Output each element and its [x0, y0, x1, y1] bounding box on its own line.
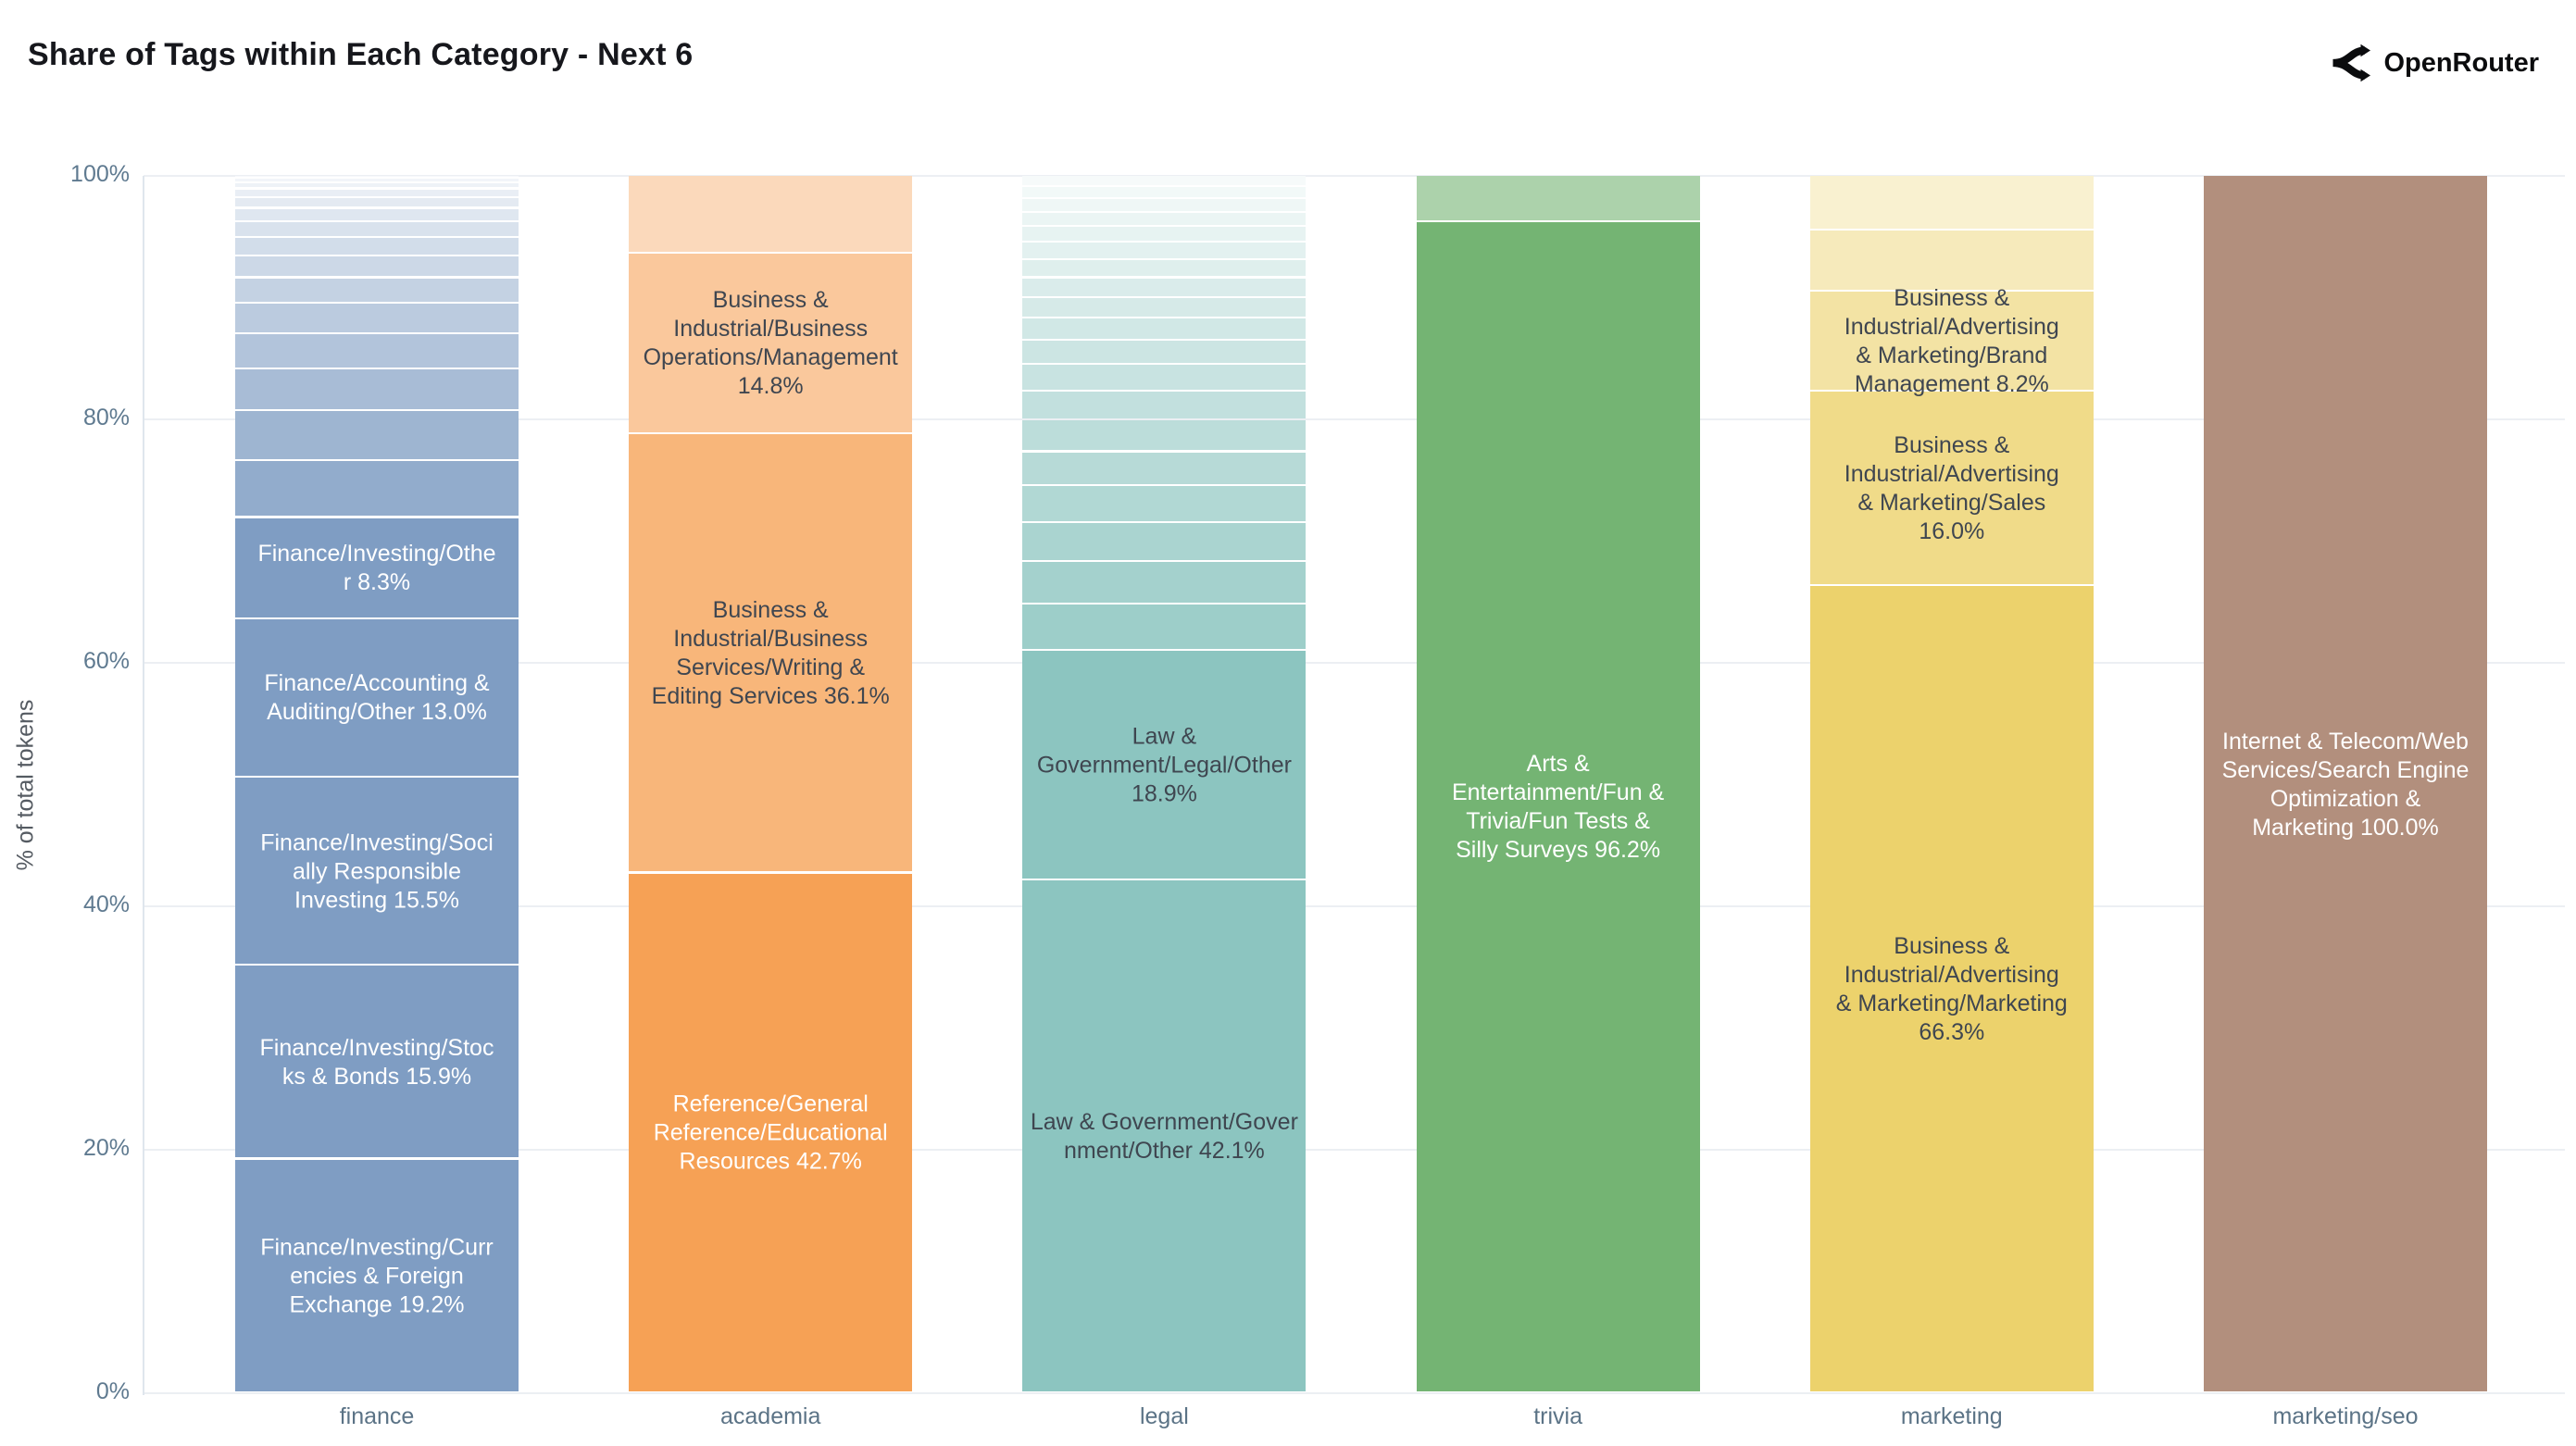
- bar-segment[interactable]: [1022, 420, 1307, 451]
- openrouter-logo-text: OpenRouter: [2383, 47, 2539, 78]
- bar-segment[interactable]: [1022, 243, 1307, 258]
- y-tick-label: 20%: [82, 1135, 130, 1161]
- x-category-label: marketing/seo: [2272, 1403, 2419, 1429]
- page-title: Share of Tags within Each Category - Nex…: [28, 37, 694, 72]
- bar-segment[interactable]: [1022, 278, 1307, 296]
- x-category-label: marketing: [1900, 1403, 2003, 1429]
- bar-segment[interactable]: [235, 208, 519, 220]
- bar-segment[interactable]: [1809, 586, 2094, 1391]
- bar-segment[interactable]: [1022, 364, 1307, 390]
- bar-segment[interactable]: [235, 197, 519, 207]
- bar-segment[interactable]: [1022, 522, 1307, 560]
- bar-segment[interactable]: [235, 410, 519, 459]
- y-axis-title: % of total tokens: [12, 699, 39, 871]
- bar-segment[interactable]: [1022, 259, 1307, 277]
- bar-segment[interactable]: [1022, 452, 1307, 485]
- bar-segment[interactable]: [1022, 318, 1307, 339]
- bar-segment[interactable]: [235, 517, 519, 617]
- bar-segment[interactable]: [1022, 199, 1307, 211]
- bar-segment[interactable]: [629, 433, 913, 872]
- bar-segment[interactable]: [1022, 561, 1307, 603]
- bar-segment[interactable]: [1022, 212, 1307, 226]
- bar-segment[interactable]: [1809, 291, 2094, 390]
- bar-segment[interactable]: [235, 1159, 519, 1391]
- bar-segment[interactable]: [235, 222, 519, 237]
- bar-segment[interactable]: [1022, 176, 1307, 185]
- x-category-label: academia: [719, 1403, 821, 1429]
- bar-segment[interactable]: [629, 176, 913, 253]
- bar-segment[interactable]: [1022, 880, 1307, 1391]
- bar-segment[interactable]: [1022, 650, 1307, 879]
- bar-segment[interactable]: [1022, 486, 1307, 521]
- bar-segment[interactable]: [235, 178, 519, 181]
- y-tick-label: 60%: [82, 648, 130, 674]
- bar-segment[interactable]: [235, 278, 519, 303]
- bar-segment[interactable]: [629, 254, 913, 432]
- bar-segment[interactable]: [235, 966, 519, 1158]
- x-category-label: legal: [1139, 1403, 1189, 1429]
- bar-segment[interactable]: [1416, 176, 1700, 220]
- bar-segment[interactable]: [235, 182, 519, 188]
- gridline-100%: [144, 175, 2565, 177]
- gridline-20%: [144, 1149, 2565, 1151]
- gridline-40%: [144, 905, 2565, 907]
- x-category-label: trivia: [1533, 1403, 1582, 1429]
- bar-segment[interactable]: [235, 333, 519, 368]
- bar-segment[interactable]: [1416, 222, 1700, 1391]
- bar-segment[interactable]: [1809, 231, 2094, 290]
- y-tick-label: 80%: [82, 405, 130, 430]
- bar-segment[interactable]: [1022, 604, 1307, 649]
- bar-segment[interactable]: [235, 304, 519, 332]
- bar-segment[interactable]: [235, 189, 519, 196]
- x-category-label: finance: [339, 1403, 415, 1429]
- bar-segment[interactable]: [1022, 340, 1307, 363]
- bar-segment[interactable]: [235, 618, 519, 776]
- gridline-60%: [144, 662, 2565, 664]
- y-axis-line: [143, 176, 144, 1395]
- bar-segment[interactable]: [235, 777, 519, 965]
- bar-segment[interactable]: [1809, 391, 2094, 585]
- bar-segment[interactable]: [1022, 297, 1307, 317]
- bar-segment[interactable]: [1809, 176, 2094, 230]
- bar-segment[interactable]: [235, 369, 519, 409]
- bar-segment[interactable]: [1022, 227, 1307, 242]
- openrouter-logo[interactable]: OpenRouter: [2326, 41, 2539, 85]
- bar-segment[interactable]: [235, 238, 519, 255]
- bar-segment[interactable]: [2204, 176, 2487, 1391]
- bar-segment[interactable]: [1022, 186, 1307, 197]
- y-tick-label: 40%: [82, 891, 130, 917]
- gridline-0%: [144, 1392, 2565, 1394]
- bar-segment[interactable]: [1022, 391, 1307, 419]
- openrouter-chevron-icon: [2326, 41, 2371, 85]
- y-tick-label: 0%: [95, 1378, 130, 1404]
- gridline-80%: [144, 418, 2565, 420]
- bar-segment[interactable]: [629, 873, 913, 1391]
- bar-segment[interactable]: [235, 256, 519, 277]
- y-tick-label: 100%: [70, 161, 130, 187]
- bar-segment[interactable]: [235, 176, 519, 177]
- bar-segment[interactable]: [235, 460, 519, 517]
